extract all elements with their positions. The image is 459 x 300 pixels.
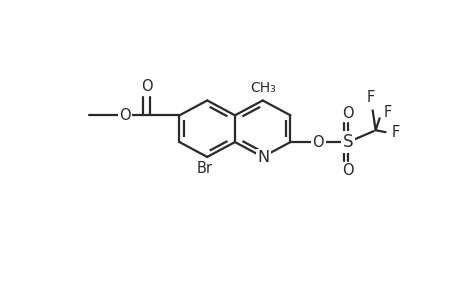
Text: N: N (257, 150, 269, 165)
Text: O: O (341, 163, 353, 178)
Text: O: O (341, 106, 353, 121)
Text: F: F (382, 105, 391, 120)
Text: Br: Br (196, 161, 212, 176)
Text: O: O (119, 108, 130, 123)
Text: S: S (342, 133, 353, 151)
Text: CH₃: CH₃ (249, 81, 275, 94)
Text: O: O (140, 79, 152, 94)
Text: O: O (312, 135, 323, 150)
Text: F: F (366, 90, 374, 105)
Text: F: F (391, 125, 399, 140)
